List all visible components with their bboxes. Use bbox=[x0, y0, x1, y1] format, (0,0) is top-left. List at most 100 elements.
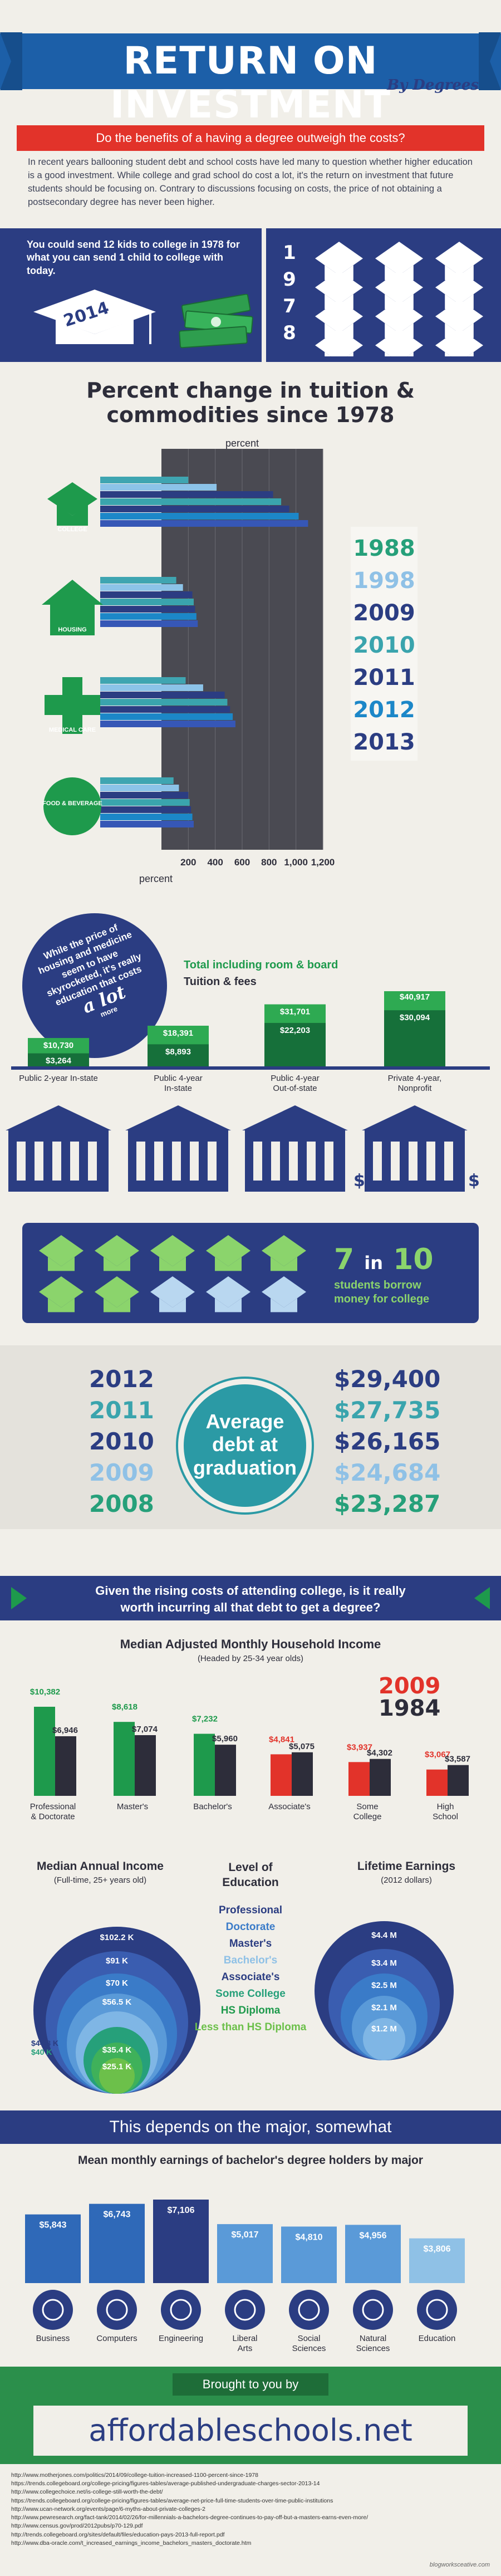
total-cost-label: $40,917 bbox=[400, 992, 430, 1002]
tuition-bar bbox=[100, 721, 235, 727]
source-link[interactable]: http://www.ucan-network.org/events/page/… bbox=[11, 2505, 206, 2513]
tuition-bar bbox=[100, 684, 203, 691]
school-building-icon bbox=[6, 1105, 111, 1192]
major-name-label: Sciences bbox=[356, 2344, 390, 2353]
tuition-legend-year: 2010 bbox=[353, 633, 415, 658]
source-link[interactable]: http://www.dba-oracle.com/t_increased_ea… bbox=[11, 2539, 252, 2546]
debt-label-line2: debt at bbox=[212, 1433, 278, 1456]
income-bar-1984 bbox=[215, 1745, 236, 1796]
tuition-cost-bar bbox=[28, 1053, 89, 1066]
tuition-bar bbox=[100, 613, 197, 620]
income-bar-1984 bbox=[370, 1759, 391, 1796]
cost-category-label: Public 4-year bbox=[271, 1074, 320, 1083]
tuition-bar bbox=[100, 491, 273, 498]
borrow-line2: money for college bbox=[334, 1293, 430, 1305]
major-value-label: $7,106 bbox=[168, 2206, 195, 2215]
food-icon bbox=[43, 777, 101, 835]
income-category-label: Professional bbox=[30, 1802, 76, 1811]
income-value-2009: $10,382 bbox=[30, 1687, 60, 1697]
borrow-cap-icon bbox=[95, 1276, 139, 1313]
debt-year: 2010 bbox=[89, 1428, 154, 1455]
svg-text:$: $ bbox=[353, 1171, 365, 1191]
debt-label-line1: Average bbox=[205, 1410, 284, 1433]
annual-income-value: $56.5 K bbox=[102, 1997, 132, 2007]
tuition-axis-top-label: percent bbox=[225, 438, 259, 449]
tuition-bar bbox=[100, 513, 299, 520]
tuition-bar bbox=[100, 577, 176, 584]
borrow-in: in bbox=[364, 1252, 384, 1274]
major-bar bbox=[89, 2203, 145, 2283]
income-value-2009: $3,067 bbox=[425, 1750, 450, 1760]
borrow-cap-icon bbox=[39, 1235, 84, 1271]
tuition-tick-label: 200 bbox=[180, 857, 196, 868]
major-name-label: Engineering bbox=[159, 2334, 203, 2343]
tuition-legend-year: 2011 bbox=[353, 665, 415, 690]
annual-income-title: Median Annual Income bbox=[37, 1860, 164, 1873]
graduation-cap-icon bbox=[375, 329, 423, 356]
tuition-legend-year: 2012 bbox=[353, 697, 415, 723]
income-year-2009: 2009 bbox=[379, 1673, 441, 1699]
tuition-bar bbox=[100, 484, 217, 491]
lifetime-earnings-title: Lifetime Earnings bbox=[357, 1860, 456, 1873]
cost-category-label: Public 4-year bbox=[154, 1074, 203, 1083]
tuition-bar bbox=[100, 785, 179, 791]
source-link[interactable]: http://www.census.gov/prod/2012pubs/p70-… bbox=[11, 2523, 143, 2530]
tuition-chart-title: Percent change in tuition & commodities … bbox=[0, 368, 501, 434]
tuition-bar bbox=[100, 498, 282, 505]
rising-line2: worth incurring all that debt to get a d… bbox=[120, 1600, 381, 1614]
debt-amount: $26,165 bbox=[334, 1428, 441, 1455]
tuition-cost-bar bbox=[264, 1022, 326, 1066]
income-value-2009: $8,618 bbox=[112, 1702, 137, 1712]
borrow-ratio: 7 in 10 bbox=[334, 1245, 473, 1274]
education-level-title-line1: Level of bbox=[228, 1861, 273, 1874]
housing-circle: While the price of housing and medicine … bbox=[22, 913, 167, 1058]
question-banner: Do the benefits of a having a degree out… bbox=[17, 125, 484, 151]
education-level-name: Doctorate bbox=[226, 1921, 276, 1933]
major-name-label: Sciences bbox=[292, 2344, 326, 2353]
source-link[interactable]: http://www.collegechoice.net/is-college-… bbox=[11, 2489, 163, 2496]
tuition-category-label: FOOD & BEVERAGE bbox=[42, 800, 102, 807]
year-1978-label: 1978 bbox=[283, 242, 296, 344]
income-bar-1984 bbox=[55, 1736, 76, 1796]
major-value-label: $5,843 bbox=[40, 2221, 67, 2230]
borrow-cap-icon bbox=[206, 1235, 250, 1271]
tuition-bar bbox=[100, 506, 289, 512]
income-title: Median Adjusted Monthly Household Income bbox=[120, 1637, 381, 1651]
income-bar-2009 bbox=[194, 1733, 215, 1796]
source-link[interactable]: http://www.pewresearch.org/fact-tank/201… bbox=[11, 2514, 369, 2521]
borrow-section: 7 in 10 students borrow money for colleg… bbox=[0, 1223, 501, 1323]
debt-year: 2011 bbox=[89, 1397, 154, 1424]
education-level-name: Some College bbox=[215, 1988, 286, 2000]
source-link[interactable]: https://trends.collegeboard.org/college-… bbox=[11, 2480, 320, 2487]
education-level-name: Associate's bbox=[222, 1971, 280, 1983]
site-link[interactable]: affordableschools.net bbox=[33, 2406, 468, 2456]
source-link[interactable]: http://www.motherjones.com/politics/2014… bbox=[11, 2472, 258, 2479]
annual-income-value: $70 K bbox=[106, 1978, 128, 1988]
major-bar bbox=[345, 2225, 401, 2283]
tuition-bar bbox=[100, 706, 230, 713]
money-section: You could send 12 kids to college in 197… bbox=[0, 228, 501, 362]
income-bar-2009 bbox=[34, 1707, 55, 1796]
source-link[interactable]: http://trends.collegeboard.org/sites/def… bbox=[11, 2531, 225, 2538]
tuition-category-label: HOUSING bbox=[58, 626, 86, 633]
debt-circle: Average debt at graduation bbox=[178, 1379, 312, 1512]
income-bar-2009 bbox=[348, 1762, 370, 1796]
apple-icon bbox=[417, 2290, 457, 2330]
tuition-bar bbox=[100, 806, 191, 813]
lifetime-earnings-value: $2.1 M bbox=[371, 2003, 397, 2012]
income-value-2009: $4,841 bbox=[269, 1735, 294, 1744]
cost-category-label: Private 4-year, bbox=[388, 1074, 442, 1083]
major-banner: This depends on the major, somewhat bbox=[0, 2110, 501, 2144]
cost-category-label: Out-of-state bbox=[273, 1084, 317, 1093]
tuition-cost-bar bbox=[384, 1010, 445, 1066]
borrow-text: students borrow money for college bbox=[334, 1279, 473, 1306]
borrow-ten: 10 bbox=[393, 1243, 434, 1276]
graduation-cap-icon bbox=[435, 329, 483, 356]
borrow-cap-icon bbox=[95, 1235, 139, 1271]
education-level-name: Master's bbox=[229, 1938, 272, 1950]
lifetime-earnings-value: $4.4 M bbox=[371, 1931, 397, 1940]
major-value-label: $3,806 bbox=[424, 2245, 451, 2254]
costs-baseline bbox=[11, 1066, 490, 1070]
source-link[interactable]: https://trends.collegeboard.org/college-… bbox=[11, 2497, 333, 2504]
major-bar bbox=[409, 2238, 465, 2283]
